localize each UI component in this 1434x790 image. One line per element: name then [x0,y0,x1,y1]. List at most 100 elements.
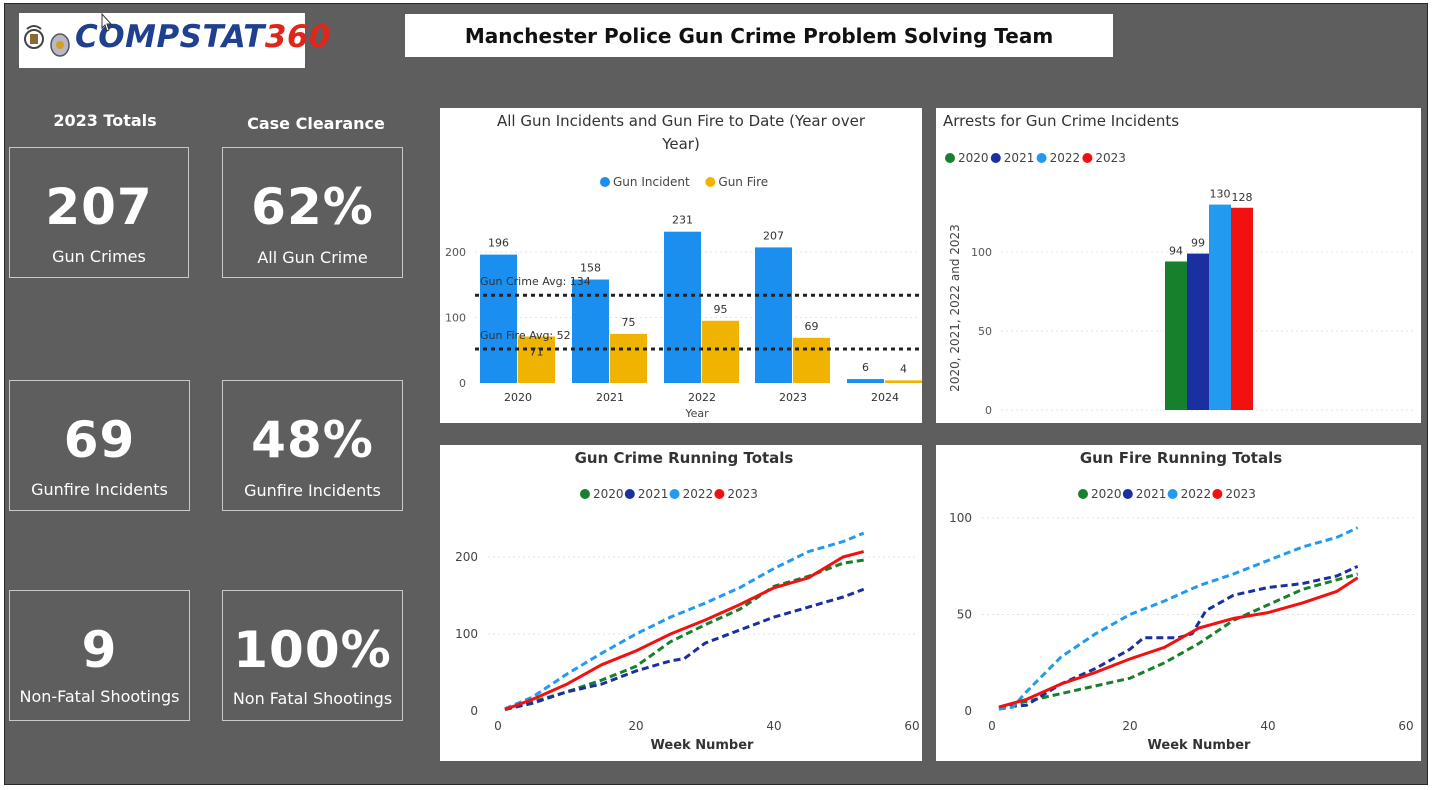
chart-panel-gun-fire-running[interactable]: Gun Fire Running Totals 2020 2021 2022 2023… [936,445,1421,761]
kpi-value: 48% [251,411,374,469]
legend-marker [1082,153,1093,163]
data-label: 196 [488,237,509,250]
chart-panel-gun-crime-running[interactable]: Gun Crime Running Totals 2020 2021 2022 202… [440,445,922,761]
kpi-label: All Gun Crime [257,248,368,267]
legend-label: Gun Incident [613,175,690,189]
bar-gun-fire [610,333,647,383]
line-series-2021 [504,587,865,711]
legend-label: 2021 [638,487,669,501]
y-tick-label: 50 [957,608,972,622]
legend-marker [990,153,1001,163]
chart-title-line1: All Gun Incidents and Gun Fire to Date (… [497,112,866,130]
chart-panel-incidents[interactable]: All Gun Incidents and Gun Fire to Date (… [440,108,922,423]
compstat-logo[interactable]: COMPSTAT360 [19,13,331,68]
y-tick-label: 100 [455,627,478,641]
chart-title: Gun Fire Running Totals [1080,449,1282,467]
x-tick-label: 40 [1260,719,1275,733]
kpi-value: 100% [233,621,392,679]
kpi-label: Gunfire Incidents [31,480,168,499]
badge-icon [24,25,70,57]
legend-label: 2020 [593,487,624,501]
bar-gun-fire [885,380,922,383]
data-label: 95 [714,303,728,316]
bar-gun-fire [793,337,830,383]
chart-title: Gun Crime Running Totals [575,449,794,467]
bar-gun-incident [572,279,609,383]
legend-marker [714,489,725,499]
bar-arrests-2023 [1231,207,1253,410]
line-series-2023 [504,550,865,711]
chart-title: Arrests for Gun Crime Incidents [943,112,1179,130]
y-axis-label: 2020, 2021, 2022 and 2023 [948,224,962,392]
kpi-card-gunfire-incidents[interactable]: 69 Gunfire Incidents [9,380,190,511]
legend-marker [1122,489,1133,499]
chart-title-line2: Year) [661,135,700,153]
line-series-2023 [998,576,1359,709]
legend-marker [705,177,716,187]
page-title: Manchester Police Gun Crime Problem Solv… [405,14,1113,57]
x-tick-label: 60 [1398,719,1413,733]
y-tick-label: 0 [459,377,466,390]
kpi-value: 62% [251,178,374,236]
kpi-value: 9 [81,621,118,679]
x-tick-label: 2023 [779,391,807,404]
data-label: 207 [763,229,784,242]
kpi-card-gunfire-clearance[interactable]: 48% Gunfire Incidents [222,380,403,511]
kpi-card-gun-crimes[interactable]: 207 Gun Crimes [9,147,189,278]
logo-text-number: 360 [264,19,332,55]
bar-gun-fire [702,320,739,383]
reference-label: Gun Crime Avg: 134 [480,275,591,288]
dashboard: COMPSTAT360 Manchester Police Gun Crime … [4,3,1428,785]
x-axis-label: Week Number [1148,738,1251,753]
y-tick-label: 50 [978,325,992,338]
line-series-2022 [998,526,1359,711]
kpi-card-all-gun-crime-clearance[interactable]: 62% All Gun Crime [222,147,403,278]
legend-marker [669,489,680,499]
bar-arrests-2020 [1165,261,1187,410]
legend-label: 2023 [1225,487,1256,501]
kpi-card-non-fatal-shootings[interactable]: 9 Non-Fatal Shootings [9,590,190,721]
y-tick-label: 200 [455,550,478,564]
data-label: 4 [900,362,907,375]
x-axis-label: Year [684,407,709,420]
legend-marker [624,489,635,499]
bar-gun-incident [480,254,517,383]
legend-marker [600,177,610,187]
bar-gun-incident [664,231,701,383]
data-label: 69 [805,320,819,333]
x-tick-label: 2022 [688,391,716,404]
kpi-label: Non Fatal Shootings [232,689,393,708]
legend-marker [1167,489,1178,499]
kpi-label: Gunfire Incidents [244,481,381,500]
bar-gun-incident [847,379,884,383]
legend-label: 2023 [1095,151,1126,165]
line-series-2021 [998,564,1359,709]
y-tick-label: 100 [949,511,972,525]
x-tick-label: 40 [766,719,781,733]
kpi-label: Non-Fatal Shootings [19,687,180,706]
data-label: 158 [580,262,601,275]
legend-label: 2020 [1091,487,1122,501]
bar-gun-incident [755,247,792,383]
y-tick-label: 0 [470,704,478,718]
line-series-2020 [998,572,1359,709]
legend-label: 2021 [1004,151,1035,165]
bar-arrests-2021 [1187,253,1209,410]
data-label: 130 [1210,188,1231,201]
kpi-value: 69 [63,411,136,469]
arrests-chart: Arrests for Gun Crime Incidents 2020 2021… [943,112,1416,417]
legend-label: Gun Fire [718,175,768,189]
data-label: 128 [1232,191,1253,204]
legend-label: 2023 [727,487,758,501]
gun-crime-running-chart: Gun Crime Running Totals 2020 2021 2022 202… [455,449,920,753]
kpi-label: Gun Crimes [52,247,146,266]
x-tick-label: 0 [494,719,502,733]
bar-gun-fire [518,336,555,383]
x-axis-label: Week Number [651,738,754,753]
kpi-card-non-fatal-clearance[interactable]: 100% Non Fatal Shootings [222,590,403,721]
data-label: 99 [1191,237,1205,250]
chart-panel-arrests[interactable]: Arrests for Gun Crime Incidents 2020 2021… [936,108,1421,423]
legend-label: 2022 [1050,151,1081,165]
legend-marker [1078,489,1088,499]
totals-heading: 2023 Totals [53,111,157,130]
